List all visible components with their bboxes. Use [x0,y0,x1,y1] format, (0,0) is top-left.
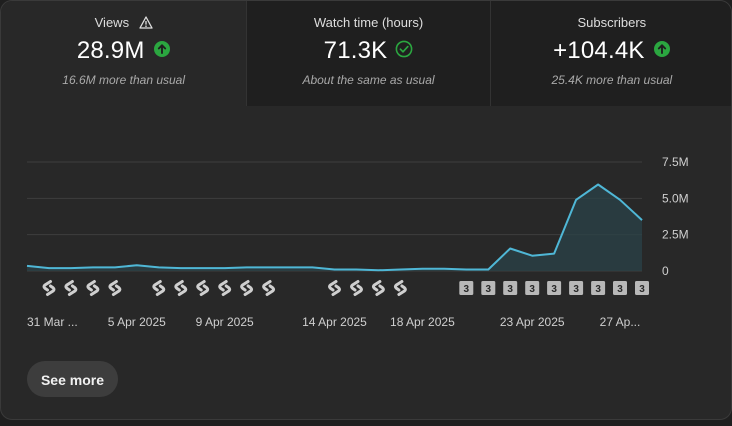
see-more-button[interactable]: See more [27,361,118,397]
video-count-label: 3 [529,284,535,295]
shorts-icon [196,280,210,296]
video-count-label: 3 [573,284,579,295]
tab-label-watch-time: Watch time (hours) [313,15,424,30]
tab-watch-time[interactable]: Watch time (hours) 71.3K About the same … [246,1,490,106]
watch-time-note: About the same as usual [302,73,435,87]
tab-label-subscribers: Subscribers [577,15,647,30]
video-count-label: 3 [507,284,513,295]
views-note: 16.6M more than usual [62,73,186,87]
up-arrow-icon [653,40,671,63]
y-tick-label: 0 [662,264,669,278]
x-tick-label: 23 Apr 2025 [500,315,565,329]
views-line [26,183,643,272]
views-chart: 7.5M 5.0M 2.5M 0 3 3 3 3 3 3 3 3 3 31 Mar ... 5 Apr 20… [26,155,689,329]
x-tick-label: 31 Mar ... [27,315,78,329]
shorts-icon [328,280,341,296]
video-count-badge [569,281,584,295]
y-tick-label: 2.5M [662,228,689,242]
views-area [27,184,642,271]
shorts-icon [350,280,363,296]
shorts-icon [42,280,56,296]
shorts-icon [86,280,100,296]
x-tick-label: 5 Apr 2025 [108,315,166,329]
video-count-badge [481,281,496,295]
video-count-badge [613,281,627,295]
video-count-badge [591,281,606,295]
x-tick-label: 27 Ap... [600,315,641,329]
subscribers-value: +104.4K [553,37,645,64]
watch-time-value: 71.3K [323,37,388,64]
tab-label-views: Views [94,15,130,30]
video-count-label: 3 [464,284,470,295]
warning-icon[interactable] [139,16,153,32]
video-count-label: 3 [617,284,623,295]
up-arrow-icon [153,40,171,63]
shorts-icon [393,280,407,296]
video-count-label: 3 [551,284,557,295]
check-circle-icon [395,40,413,63]
video-count-badge [459,281,474,295]
y-tick-label: 7.5M [662,155,689,169]
video-count-label: 3 [486,284,492,295]
video-count-label: 3 [639,284,645,295]
shorts-icon [152,280,166,296]
y-tick-label: 5.0M [662,191,689,205]
video-count-badge [503,281,518,295]
x-tick-label: 18 Apr 2025 [390,315,455,329]
shorts-icon [108,280,122,296]
tab-views[interactable]: Views 28.9M 16.6M mo [1,1,247,106]
video-count-badge [525,281,540,295]
views-value: 28.9M [76,37,145,64]
shorts-icon [371,280,385,296]
shorts-icon [218,280,232,296]
video-count-badge [635,281,649,295]
tab-subscribers[interactable]: Subscribers +104.4K 25.4K more than usua… [489,1,731,106]
video-count-label: 3 [595,284,601,295]
subscribers-note: 25.4K more than usual [551,73,673,87]
shorts-icon [174,280,188,296]
video-count-badge [547,281,562,295]
metric-tabs: Views 28.9M 16.6M mo [1,1,731,106]
shorts-icon [262,280,276,296]
x-tick-label: 14 Apr 2025 [302,315,367,329]
x-tick-label: 9 Apr 2025 [196,315,254,329]
shorts-icon [240,280,254,296]
shorts-icon [64,280,78,296]
